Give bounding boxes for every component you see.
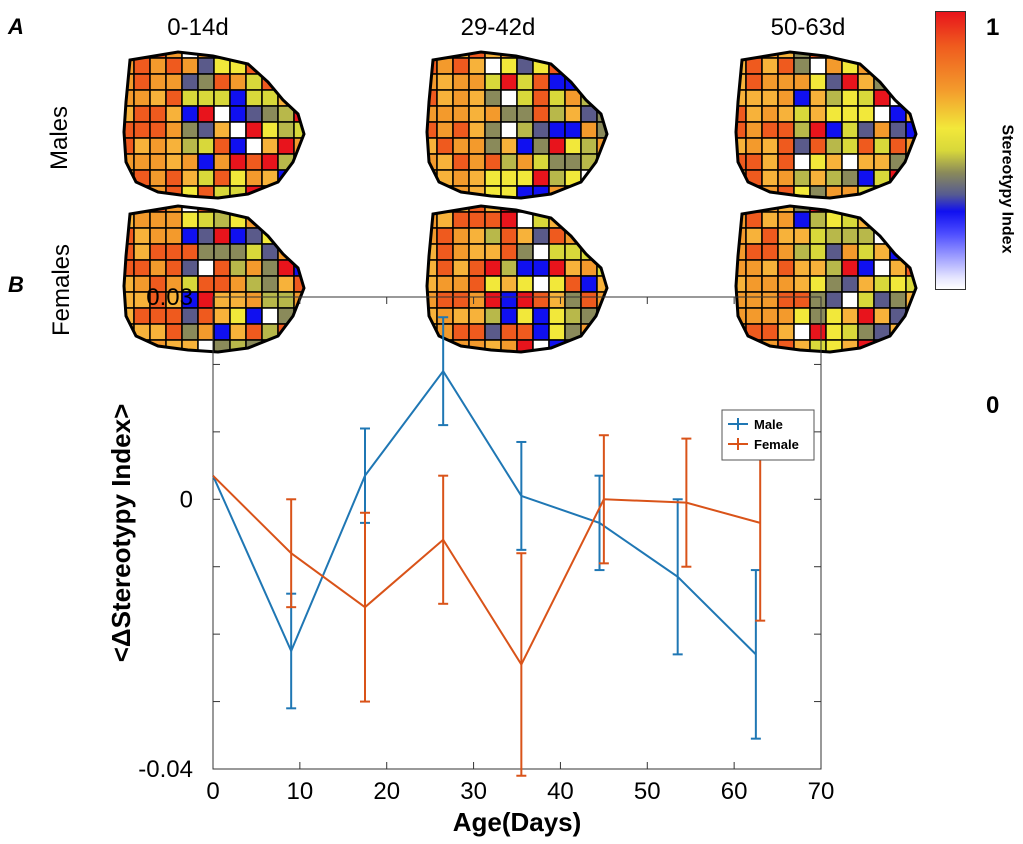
x-tick-label: 20 (373, 778, 400, 805)
series-line-male (212, 369, 757, 656)
series-line-female (212, 474, 761, 667)
x-tick-label: 50 (634, 778, 661, 805)
column-label-2: 50-63d (770, 14, 846, 41)
column-label-0: 0-14d (167, 14, 229, 41)
brain-outline (734, 204, 918, 354)
x-tick-label: 10 (287, 778, 314, 805)
y-tick-label: 0 (180, 486, 193, 513)
brain-outline (425, 204, 609, 354)
legend-label: Female (754, 437, 799, 452)
legend-label: Male (754, 417, 783, 432)
brain-outline (425, 50, 609, 200)
x-tick-label: 60 (721, 778, 748, 805)
column-label-1: 29-42d (460, 14, 536, 41)
brain-map-male-29-42d (425, 50, 609, 200)
colorbar-max-label: 1 (986, 14, 1000, 41)
y-tick-label: 0.03 (146, 284, 193, 311)
colorbar-min-label: 0 (986, 392, 1000, 419)
brain-map-female-29-42d (425, 204, 609, 354)
brain-map-male-0-14d (122, 50, 306, 200)
brain-outline (734, 50, 918, 200)
panel-a-letter: A (8, 14, 24, 39)
x-axis-label: Age(Days) (453, 807, 582, 837)
brain-outline (122, 50, 306, 200)
brain-map-male-50-63d (734, 50, 918, 200)
plot-frame (212, 296, 822, 770)
x-tick-label: 30 (460, 778, 487, 805)
brain-outline (122, 204, 306, 354)
colorbar (935, 11, 966, 290)
x-tick-label: 40 (547, 778, 574, 805)
y-tick-label: -0.04 (138, 756, 193, 783)
x-tick-label: 70 (808, 778, 835, 805)
panel-b-letter: B (8, 272, 24, 297)
brain-map-female-50-63d (734, 204, 918, 354)
brain-map-female-0-14d (122, 204, 306, 354)
x-tick-label: 0 (206, 778, 219, 805)
y-axis-label: <ΔStereotypy Index> (106, 404, 136, 663)
